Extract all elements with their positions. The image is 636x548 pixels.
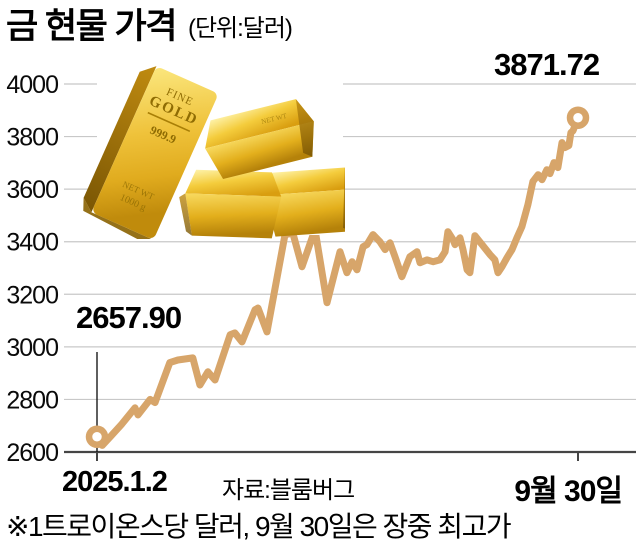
y-tick-label: 3200 (6, 281, 58, 309)
gold-bar-large: FINE GOLD 999.9 NET WT 1000 g (83, 66, 217, 239)
footnote: ※1트로이온스당 달러, 9월 30일은 장중 최고가 (6, 511, 512, 542)
page-title: 금 현물 가격 (6, 7, 177, 46)
start-value-label: 2657.90 (76, 300, 182, 335)
x-axis-start-date: 2025.1.2 (62, 466, 168, 498)
end-marker (566, 106, 590, 129)
y-tick-label: 3400 (6, 229, 58, 257)
unit-label: (단위:달러) (187, 15, 293, 42)
y-tick-label: 3800 (6, 124, 58, 152)
gold-bars-image: NET WT FINE GOLD 999.9 NET WT 1000 g (83, 59, 345, 239)
y-tick-label: 2600 (6, 439, 58, 467)
start-marker (85, 425, 109, 449)
y-tick-label: 3000 (6, 334, 58, 362)
source-label: 자료:블룸버그 (222, 477, 355, 504)
ingot-top: NET WT (205, 99, 314, 180)
y-tick-label: 3600 (6, 176, 58, 204)
ingot-bottom-left (179, 169, 282, 239)
ingot-bottom-right (264, 167, 345, 237)
price-line (93, 114, 582, 449)
end-value-label: 3871.72 (494, 47, 600, 82)
chart-header: 금 현물 가격 (단위:달러) (6, 0, 293, 49)
y-tick-label: 2800 (6, 386, 58, 414)
y-tick-label: 4000 (6, 71, 58, 99)
x-axis-end-date: 9월 30일 (514, 475, 623, 508)
